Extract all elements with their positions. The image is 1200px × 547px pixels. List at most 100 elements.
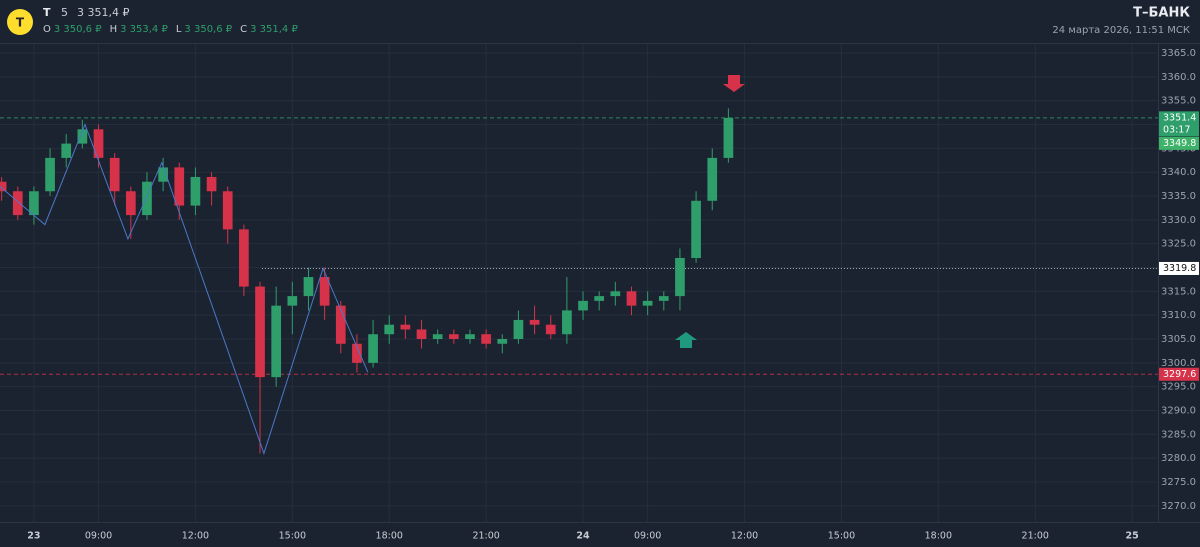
- x-tick-label: 15:00: [828, 531, 855, 542]
- x-tick-label: 12:00: [182, 531, 209, 542]
- y-tick-label: 3305.0: [1161, 334, 1196, 345]
- y-tick-label: 3325.0: [1161, 239, 1196, 250]
- x-tick-label: 21:00: [1022, 531, 1049, 542]
- symbol[interactable]: T: [43, 6, 51, 19]
- candle-body: [222, 191, 233, 230]
- candle-body: [29, 191, 39, 216]
- y-tick-label: 3275.0: [1161, 477, 1196, 488]
- price-tag-label: 3319.8: [1163, 263, 1196, 274]
- candle-body: [416, 329, 427, 339]
- buy-signal-arrow: [675, 332, 697, 348]
- candle-body: [675, 257, 685, 297]
- x-tick-label: 18:00: [376, 531, 403, 542]
- ohlc-value: 3 351,4 ₽: [250, 24, 298, 35]
- candle-body: [594, 296, 605, 301]
- candle-body: [12, 191, 23, 216]
- y-tick-label: 3295.0: [1161, 382, 1196, 393]
- y-tick-label: 3360.0: [1161, 72, 1196, 83]
- y-tick-label: 3290.0: [1161, 405, 1196, 416]
- y-tick-label: 3310.0: [1161, 310, 1196, 321]
- candle-body: [77, 129, 88, 144]
- candle-body: [481, 334, 491, 344]
- y-tick-label: 3285.0: [1161, 429, 1196, 440]
- candle-body: [271, 305, 282, 378]
- y-tick-label: 3280.0: [1161, 453, 1196, 464]
- ohlc-label: C: [240, 24, 247, 35]
- x-tick-label: 15:00: [279, 531, 306, 542]
- ohlc-value: 3 350,6 ₽: [184, 24, 232, 35]
- y-tick-label: 3335.0: [1161, 191, 1196, 202]
- zigzag-line: [0, 123, 369, 455]
- y-tick-label: 3300.0: [1161, 358, 1196, 369]
- candle-body: [642, 300, 653, 306]
- candle-body: [448, 334, 459, 339]
- candle-body: [319, 277, 330, 306]
- candle-body: [352, 343, 362, 363]
- candle-body: [545, 324, 556, 335]
- candle-body: [239, 229, 249, 287]
- logo[interactable]: [7, 9, 33, 35]
- candle-body: [61, 143, 72, 158]
- ohlc-label: O: [43, 24, 51, 35]
- bid-tag: [1159, 136, 1199, 150]
- datetime: 24 марта 2026, 11:51 МСК: [1052, 25, 1190, 36]
- candle-body: [432, 334, 443, 339]
- candle-body: [529, 319, 540, 325]
- x-tick-label: 18:00: [925, 531, 952, 542]
- x-tick-label: 23: [27, 531, 40, 542]
- x-tick-label: 09:00: [634, 531, 661, 542]
- y-tick-label: 3315.0: [1161, 286, 1196, 297]
- y-tick-label: 3340.0: [1161, 167, 1196, 178]
- candle-body: [335, 305, 346, 344]
- candle-body: [174, 167, 185, 206]
- price-tag-label: 3351.4: [1163, 112, 1196, 123]
- candle-body: [384, 324, 395, 335]
- x-tick-label: 25: [1126, 531, 1139, 542]
- bid-label: 3349.8: [1163, 138, 1196, 149]
- x-tick-label: 09:00: [85, 531, 112, 542]
- sell-signal-arrow: [723, 75, 745, 92]
- candle-body: [723, 117, 734, 158]
- timer: 03:17: [1163, 124, 1190, 135]
- y-tick-label: 3365.0: [1161, 48, 1196, 59]
- interval[interactable]: 5: [61, 6, 68, 19]
- y-tick-label: 3355.0: [1161, 96, 1196, 107]
- candle-body: [93, 129, 104, 158]
- candle-body: [400, 324, 411, 330]
- x-tick-label: 12:00: [731, 531, 758, 542]
- candle-body: [691, 200, 701, 258]
- logo-letter: T: [16, 16, 25, 30]
- ohlc-label: H: [110, 24, 118, 35]
- candle-body: [0, 181, 7, 192]
- x-tick-label: 21:00: [472, 531, 499, 542]
- ohlc-value: 3 350,6 ₽: [54, 24, 102, 35]
- last-price: 3 351,4 ₽: [77, 6, 129, 19]
- x-tick-label: 24: [576, 531, 590, 542]
- candle-body: [610, 291, 621, 297]
- candle-body: [562, 310, 572, 335]
- candle-body: [190, 176, 201, 206]
- candle-body: [125, 191, 136, 216]
- plot-area: [0, 44, 1158, 522]
- candle-body: [707, 157, 718, 201]
- candle-body: [368, 334, 378, 363]
- price-tag: [1159, 261, 1199, 275]
- ohlc-label: L: [176, 24, 182, 35]
- y-tick-label: 3330.0: [1161, 215, 1196, 226]
- price-tag: [1159, 111, 1199, 137]
- candle-body: [578, 300, 588, 311]
- candle-body: [255, 286, 265, 378]
- price-tag: [1159, 367, 1199, 381]
- candle-body: [303, 277, 314, 297]
- candle-body: [142, 181, 152, 216]
- candle-body: [158, 167, 168, 182]
- brand: Т–БАНК: [1133, 6, 1190, 21]
- candle-body: [513, 319, 524, 339]
- candle-body: [497, 338, 508, 344]
- candle-body: [626, 291, 637, 306]
- candle-body: [206, 176, 217, 192]
